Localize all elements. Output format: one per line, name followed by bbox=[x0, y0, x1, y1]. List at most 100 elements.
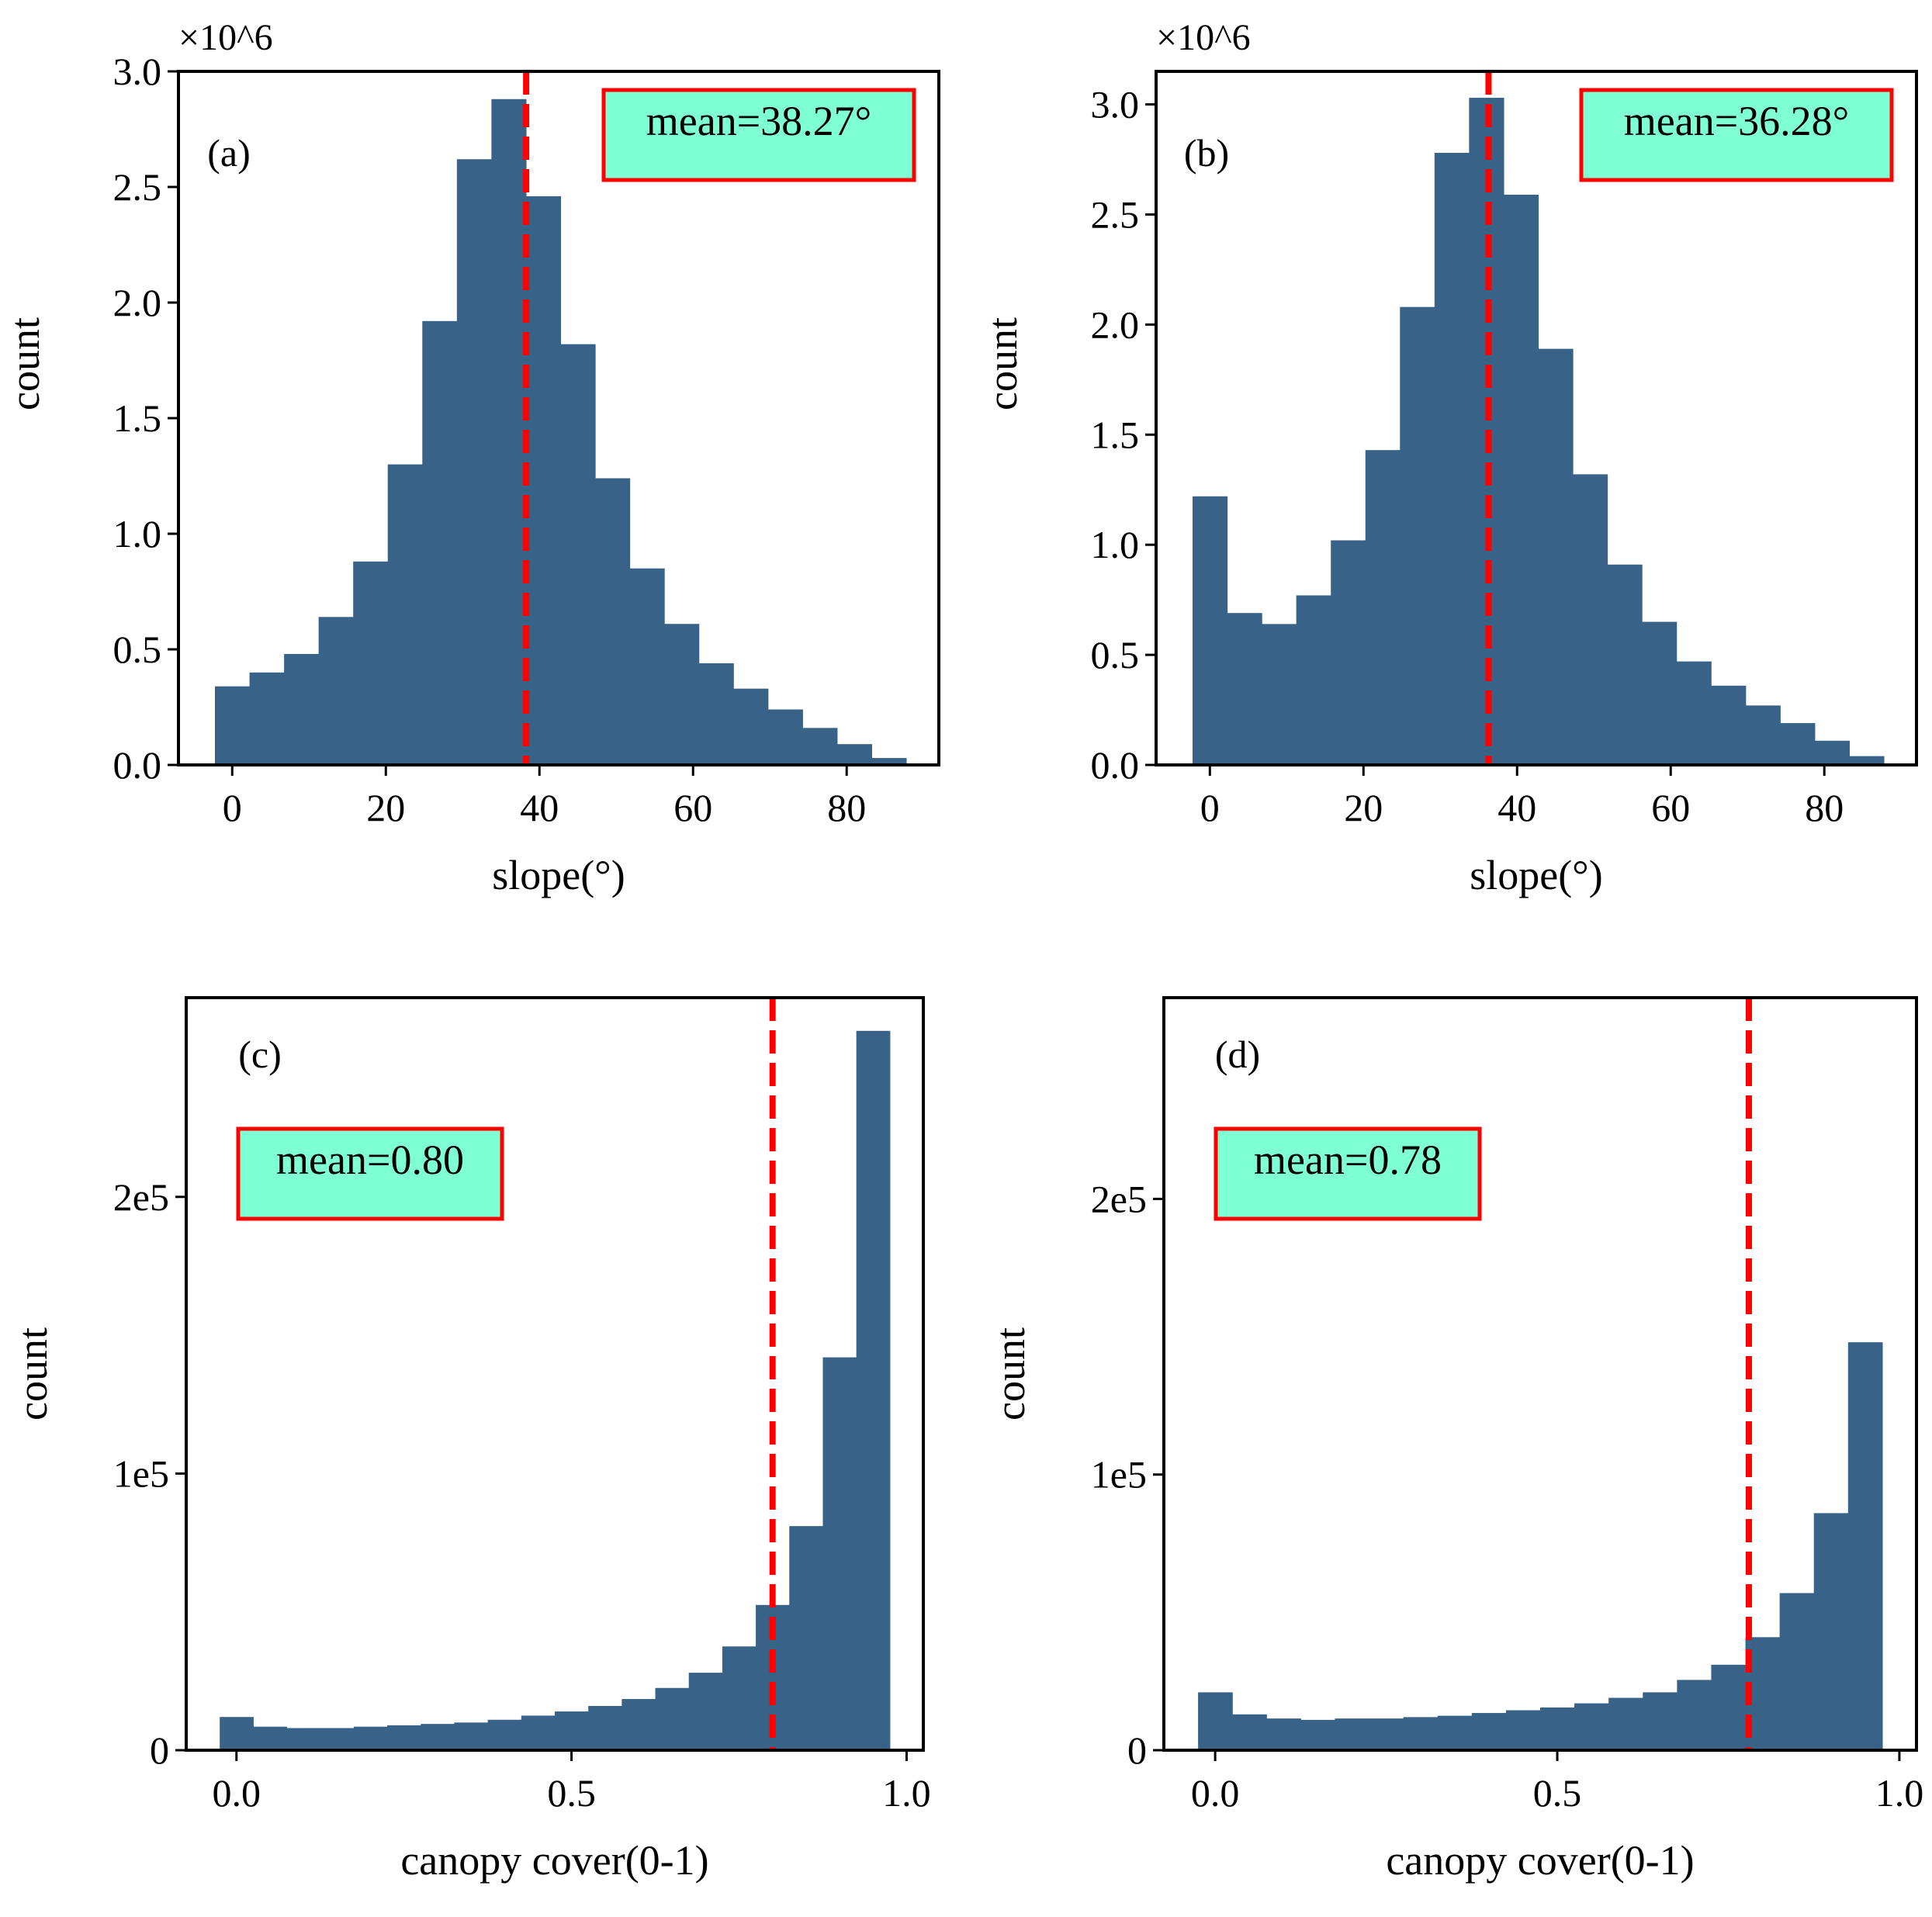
histogram-bar bbox=[1471, 1713, 1507, 1750]
axes-frame-d bbox=[1162, 996, 1918, 1752]
x-tick-label: 80 bbox=[827, 786, 866, 829]
histogram-bar bbox=[353, 561, 389, 765]
axes-frame-c bbox=[185, 996, 925, 1752]
y-tick-label: 2.0 bbox=[1091, 303, 1140, 346]
histogram-bar bbox=[588, 1705, 622, 1750]
histogram-bar bbox=[1232, 1714, 1267, 1750]
histogram-bar bbox=[1814, 740, 1850, 765]
mean-annotation-box-b bbox=[1579, 88, 1894, 182]
bars-b bbox=[1193, 98, 1885, 766]
x-axis-label-a: slope(°) bbox=[492, 852, 625, 898]
x-tick-label: 0 bbox=[1200, 786, 1220, 829]
y-tick-label: 3.0 bbox=[113, 50, 162, 93]
histogram-bar bbox=[595, 478, 631, 765]
y-tick-label: 0 bbox=[150, 1728, 169, 1772]
histogram-bar bbox=[1503, 194, 1539, 765]
histogram-bar bbox=[698, 663, 734, 765]
histogram-bar bbox=[421, 1724, 455, 1750]
histogram-bar bbox=[491, 99, 527, 765]
histogram-bar bbox=[664, 624, 700, 765]
histogram-bar bbox=[387, 1725, 421, 1750]
histogram-bar bbox=[1779, 1593, 1815, 1750]
panel-label-d: (d) bbox=[1215, 1033, 1260, 1076]
mean-annotation-text-a: mean=38.27° bbox=[646, 98, 872, 144]
x-axis-label-b: slope(°) bbox=[1470, 852, 1603, 898]
histogram-bar bbox=[1745, 705, 1781, 765]
panel-label-b: (b) bbox=[1184, 131, 1229, 175]
x-tick-label: 0.5 bbox=[1533, 1771, 1582, 1815]
x-tick-label: 0.5 bbox=[547, 1771, 596, 1815]
histogram-bar bbox=[1335, 1718, 1370, 1750]
histogram-bar bbox=[320, 1728, 355, 1750]
x-tick-label: 60 bbox=[1651, 786, 1690, 829]
histogram-bar bbox=[1780, 723, 1816, 765]
y-axis-label-b: count bbox=[979, 317, 1026, 410]
histogram-bar bbox=[318, 617, 354, 765]
histogram-bar bbox=[456, 159, 492, 766]
x-tick-label: 20 bbox=[366, 786, 405, 829]
mean-annotation-box-c bbox=[236, 1126, 504, 1221]
histogram-bar bbox=[1643, 1692, 1678, 1750]
histogram-bar bbox=[767, 709, 803, 765]
histogram-bar bbox=[629, 568, 665, 765]
x-tick-label: 60 bbox=[673, 786, 712, 829]
histogram-bar bbox=[521, 1715, 556, 1750]
histogram-bar bbox=[1607, 564, 1643, 765]
y-tick-label: 0 bbox=[1127, 1728, 1147, 1772]
histogram-bar bbox=[1198, 1692, 1233, 1750]
y-tick-label: 2.5 bbox=[1091, 192, 1140, 236]
histogram-bar bbox=[1437, 1715, 1473, 1750]
y-tick-label: 0.0 bbox=[1091, 743, 1140, 787]
y-tick-label: 1.0 bbox=[1091, 523, 1140, 566]
histogram-bar bbox=[1676, 661, 1712, 765]
histogram-bar bbox=[220, 1717, 254, 1750]
y-tick-label: 3.0 bbox=[1091, 83, 1140, 126]
histogram-bar bbox=[1365, 450, 1401, 765]
y-tick-label: 1e5 bbox=[113, 1452, 169, 1495]
histogram-bar bbox=[1538, 348, 1574, 766]
histogram-bar bbox=[1847, 1342, 1883, 1750]
x-tick-label: 1.0 bbox=[882, 1771, 931, 1815]
histogram-bar bbox=[1540, 1707, 1575, 1750]
histogram-bar bbox=[1266, 1718, 1301, 1750]
mean-annotation-box-a bbox=[601, 88, 916, 182]
x-axis-label-d: canopy cover(0-1) bbox=[1386, 1837, 1694, 1884]
x-tick-label: 40 bbox=[1497, 786, 1536, 829]
histogram-bar bbox=[560, 344, 596, 765]
histogram-bar bbox=[688, 1673, 723, 1750]
y-tick-label: 0.5 bbox=[113, 628, 162, 671]
histogram-bar bbox=[1262, 624, 1297, 765]
histogram-bar bbox=[249, 672, 285, 765]
histogram-bar bbox=[789, 1526, 824, 1750]
histogram-bar bbox=[422, 320, 458, 766]
histogram-bar bbox=[215, 686, 251, 765]
axes-frame-b bbox=[1155, 70, 1918, 766]
histogram-bar bbox=[525, 196, 562, 766]
x-tick-label: 0 bbox=[223, 786, 242, 829]
histogram-bar bbox=[871, 758, 907, 765]
histogram-bar bbox=[1711, 1664, 1747, 1750]
histogram-bar bbox=[286, 1728, 321, 1750]
histogram-bar bbox=[1300, 1719, 1336, 1750]
mean-annotation-text-b: mean=36.28° bbox=[1624, 98, 1850, 144]
histogram-bar bbox=[1849, 756, 1885, 765]
x-tick-label: 0.0 bbox=[213, 1771, 261, 1815]
histogram-bar bbox=[1400, 306, 1435, 766]
y-tick-label: 1.0 bbox=[113, 512, 162, 555]
histogram-bar bbox=[284, 653, 320, 765]
histogram-bar bbox=[454, 1722, 489, 1750]
y-axis-label-d: count bbox=[987, 1327, 1034, 1420]
bars-c bbox=[220, 1030, 891, 1750]
histogram-bar bbox=[1813, 1513, 1849, 1750]
x-tick-label: 1.0 bbox=[1875, 1771, 1924, 1815]
histogram-bar bbox=[387, 464, 423, 765]
histogram-bar bbox=[1296, 595, 1331, 765]
x-tick-label: 0.0 bbox=[1191, 1771, 1240, 1815]
histogram-bar bbox=[1608, 1697, 1643, 1750]
y-multiplier-label-b: ×10^6 bbox=[1156, 17, 1251, 58]
histogram-bar bbox=[822, 1357, 857, 1750]
histogram-bar bbox=[555, 1711, 589, 1750]
histogram-bar bbox=[353, 1726, 388, 1750]
y-tick-label: 0.5 bbox=[1091, 633, 1140, 676]
